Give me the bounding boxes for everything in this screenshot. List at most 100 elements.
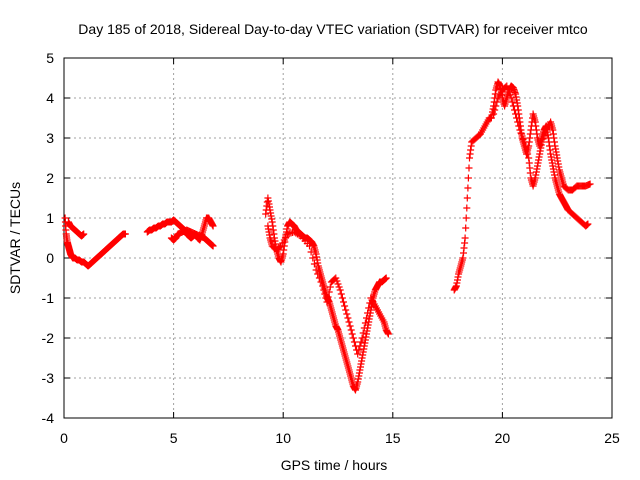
data-point [462,214,470,222]
data-point [549,162,557,170]
data-point [518,132,526,140]
data-point [363,314,370,322]
data-point [354,350,362,358]
data-point [338,294,346,302]
data-point [523,146,530,154]
data-point [340,298,347,306]
data-point [538,138,546,146]
data-point [346,322,354,330]
data-point [526,169,534,177]
data-point [382,274,390,282]
y-tick-label: 4 [46,90,54,106]
data-point [341,302,349,310]
data-point [310,260,318,268]
data-point [364,309,372,317]
data-points [61,78,594,394]
data-point [334,280,342,288]
data-point [537,141,545,149]
y-tick-label: 1 [46,210,54,226]
data-point [555,163,563,171]
data-point [547,150,555,158]
y-tick-label: -2 [42,330,55,346]
data-point [517,129,525,137]
data-point [515,122,523,130]
data-point [511,106,518,114]
data-point [335,283,343,291]
data-point [315,274,323,282]
data-point [306,242,313,250]
data-point [462,224,470,232]
data-point [314,270,322,278]
data-point [332,274,340,282]
data-point [309,254,317,262]
data-point [513,96,521,104]
data-point [319,282,327,290]
data-point [279,239,287,247]
data-point [463,194,471,202]
data-point [586,180,594,188]
data-point [323,298,331,306]
data-point [321,290,329,298]
data-point [506,91,514,99]
data-point [359,329,367,337]
chart-title: Day 185 of 2018, Sidereal Day-to-day VTE… [78,21,588,37]
y-tick-label: 5 [46,50,54,66]
data-point [532,122,540,130]
data-point [358,334,366,342]
data-point [307,248,315,256]
data-point [348,330,356,338]
data-point [535,153,543,161]
data-point [513,114,521,122]
data-point [514,118,522,126]
data-point [549,126,557,134]
y-tick-label: -3 [42,370,55,386]
data-point [504,85,512,93]
data-point [465,164,473,172]
data-point [532,171,540,179]
data-point [505,88,513,96]
data-point [282,233,290,241]
data-point [325,288,333,296]
data-point [540,132,548,140]
data-point [584,220,592,228]
data-point [317,278,325,286]
data-point [464,174,472,182]
y-axis-label: SDTVAR / TECUs [7,182,23,294]
data-point [541,129,549,137]
x-tick-label: 20 [495,430,511,446]
y-tick-label: 0 [46,250,54,266]
data-point [312,266,320,274]
y-tick-label: 2 [46,170,54,186]
data-point [277,242,285,250]
data-point [356,342,364,350]
data-point [357,338,365,346]
data-point [320,286,328,294]
data-point [492,102,500,110]
data-point [520,138,528,146]
data-point [80,230,88,238]
data-point [344,314,352,322]
data-point [503,82,511,90]
data-point [512,110,520,118]
data-point [464,184,472,192]
data-point [121,230,129,238]
data-point [326,283,334,291]
data-point [519,135,527,143]
data-point [507,94,515,102]
data-point [276,243,284,251]
y-tick-label: 3 [46,130,54,146]
data-point [461,234,469,242]
y-tick-label: -4 [42,410,55,426]
data-point [508,98,516,106]
data-point [490,110,498,118]
x-tick-label: 5 [170,430,178,446]
data-point [493,98,501,106]
data-point [345,318,353,326]
y-tick-labels: -4 -3 -2 -1 0 1 2 3 4 5 [42,50,55,426]
axis-ticks [63,57,613,419]
x-tick-label: 25 [604,430,620,446]
data-point [552,148,560,156]
data-point [209,242,217,250]
data-point [355,346,363,354]
